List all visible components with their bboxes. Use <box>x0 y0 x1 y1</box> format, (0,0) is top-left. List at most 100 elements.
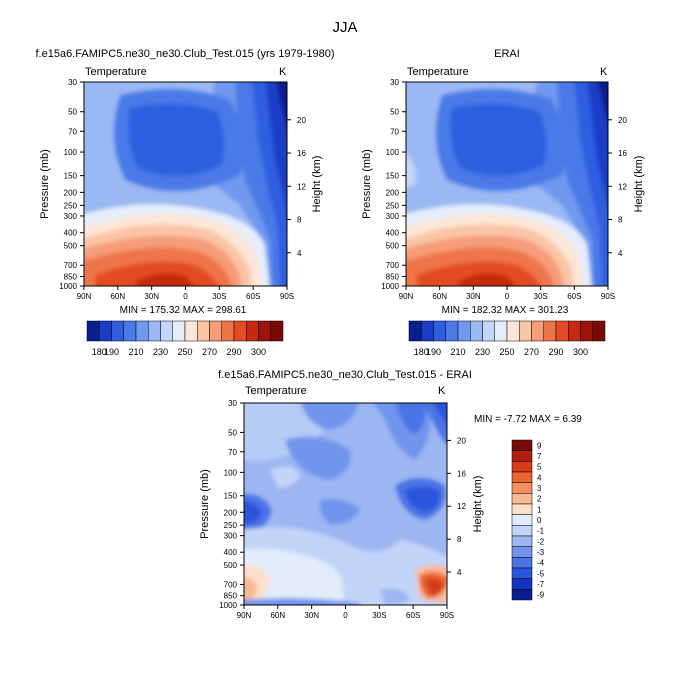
colorbar-swatch <box>543 320 557 342</box>
panel-model: f.e15a6.FAMIPC5.ne30_ne30.Club_Test.015 … <box>35 48 334 357</box>
y-tick-label: 300 <box>224 532 238 541</box>
colorbar-swatch <box>148 320 161 342</box>
colorbar-swatch <box>408 320 422 342</box>
colorbar-label: -9 <box>537 591 545 600</box>
x-tick-label: 90N <box>237 611 252 620</box>
colorbar-swatch <box>482 320 495 342</box>
panel-obs-minmax: MIN = 182.32 MAX = 301.23 <box>442 305 569 316</box>
y-tick-label: 850 <box>224 592 238 601</box>
colorbar-label: 1 <box>537 505 542 514</box>
panel-obs-variable: Temperature <box>407 66 469 78</box>
y2-tick-label: 20 <box>457 436 466 445</box>
colorbar-swatch <box>511 493 533 505</box>
y-tick-label: 1000 <box>381 282 399 291</box>
y-tick-label: 400 <box>64 229 78 238</box>
colorbar-label: 7 <box>537 452 542 461</box>
colorbar-swatch <box>531 320 544 342</box>
panel-obs-field <box>406 82 608 286</box>
y2-tick-label: 8 <box>457 535 462 544</box>
y-tick-label: 50 <box>228 428 237 437</box>
y2-tick-label: 16 <box>457 469 466 478</box>
colorbar-swatch <box>511 450 533 462</box>
y2-tick-label: 8 <box>297 216 302 225</box>
colorbar-swatch <box>233 320 247 342</box>
y-tick-label: 400 <box>386 229 400 238</box>
colorbar-swatch <box>184 320 198 342</box>
colorbar-label: 230 <box>475 347 490 357</box>
y2-tick-label: 4 <box>297 249 302 258</box>
x-tick-label: 90N <box>77 292 92 301</box>
colorbar-swatch <box>519 320 532 342</box>
x-tick-label: 30N <box>466 292 481 301</box>
panel-obs-ylabel: Pressure (mb) <box>361 149 373 219</box>
colorbar-label: 180 <box>414 347 429 357</box>
colorbar-label: 270 <box>202 347 217 357</box>
colorbar-swatch <box>511 557 533 569</box>
y-tick-label: 700 <box>64 261 78 270</box>
colorbar-label: -7 <box>537 580 545 589</box>
colorbar-swatch <box>421 320 434 342</box>
panel-model-y2label: Height (km) <box>311 156 323 213</box>
colorbar-swatch <box>258 320 271 342</box>
colorbar-swatch <box>511 535 533 547</box>
y-tick-label: 70 <box>390 127 399 136</box>
x-tick-label: 90N <box>399 292 414 301</box>
y-tick-label: 30 <box>228 399 237 408</box>
x-tick-label: 30S <box>534 292 548 301</box>
colorbar-swatch <box>111 320 124 342</box>
y-tick-label: 500 <box>224 561 238 570</box>
colorbar-swatch <box>445 320 459 342</box>
colorbar-label: -4 <box>537 559 545 568</box>
y-tick-label: 50 <box>68 108 77 117</box>
y2-tick-label: 4 <box>457 568 462 577</box>
colorbar-swatch <box>246 320 259 342</box>
colorbar-label: 300 <box>251 347 266 357</box>
y-tick-label: 700 <box>224 580 238 589</box>
y-tick-label: 70 <box>68 127 77 136</box>
y2-tick-label: 20 <box>297 116 306 125</box>
colorbar-label: 250 <box>177 347 192 357</box>
y2-tick-label: 20 <box>618 116 627 125</box>
colorbar-label: -2 <box>537 537 545 546</box>
colorbar-swatch <box>580 320 593 342</box>
colorbar-label: 210 <box>450 347 465 357</box>
x-tick-label: 0 <box>183 292 188 301</box>
colorbar-swatch <box>160 320 173 342</box>
y-tick-label: 250 <box>386 201 400 210</box>
y-tick-label: 150 <box>224 492 238 501</box>
colorbar-swatch <box>506 320 520 342</box>
colorbar-label: 300 <box>573 347 588 357</box>
colorbar-label: 3 <box>537 484 542 493</box>
colorbar-swatch <box>511 525 533 537</box>
colorbar-swatch <box>511 503 533 515</box>
colorbar-swatch <box>457 320 471 342</box>
colorbar-swatch <box>511 514 533 526</box>
y-tick-label: 700 <box>386 261 400 270</box>
panel-obs-units: K <box>600 66 608 78</box>
panel-model-minmax: MIN = 175.32 MAX = 298.61 <box>120 305 247 316</box>
y-tick-label: 200 <box>224 508 238 517</box>
panel-model-field <box>84 82 287 286</box>
colorbar-swatch <box>511 439 533 451</box>
panel-diff-minmax: MIN = -7.72 MAX = 6.39 <box>474 414 582 425</box>
colorbar-swatch <box>511 461 533 473</box>
y-tick-label: 850 <box>64 273 78 282</box>
y-tick-label: 100 <box>224 468 238 477</box>
colorbar-swatch <box>511 567 533 579</box>
panel-model-ylabel: Pressure (mb) <box>39 149 51 219</box>
x-tick-label: 90S <box>440 611 454 620</box>
colorbar-label: 190 <box>426 347 441 357</box>
colorbar-label: 4 <box>537 473 542 482</box>
y-tick-label: 150 <box>64 172 78 181</box>
y-tick-label: 500 <box>64 242 78 251</box>
colorbar-label: 0 <box>537 516 542 525</box>
y-tick-label: 250 <box>224 521 238 530</box>
colorbar-swatch <box>433 320 446 342</box>
x-tick-label: 60S <box>567 292 581 301</box>
colorbar-label: 9 <box>537 441 542 450</box>
panel-obs: ERAI Temperature K <box>361 48 645 357</box>
panel-diff-units: K <box>438 385 446 397</box>
